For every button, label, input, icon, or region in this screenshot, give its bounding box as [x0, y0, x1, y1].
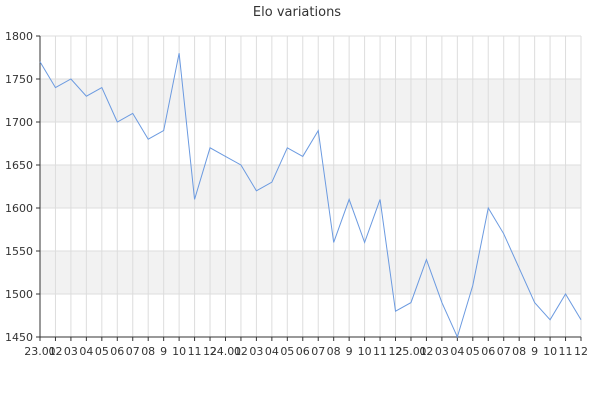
x-tick-label: 06 [481, 345, 495, 358]
y-tick-label: 1800 [5, 30, 33, 43]
x-tick-label: 03 [249, 345, 263, 358]
y-tick-label: 1650 [5, 159, 33, 172]
x-tick-label: 02 [234, 345, 248, 358]
y-tick-label: 1600 [5, 202, 33, 215]
y-tick-label: 1500 [5, 288, 33, 301]
x-tick-label: 04 [450, 345, 464, 358]
x-tick-label: 05 [466, 345, 480, 358]
x-tick-label: 04 [79, 345, 93, 358]
series-line [39, 53, 582, 339]
y-axis-ticks: 1450 1500 1550 1600 1650 1700 1750 1800 [5, 30, 40, 344]
x-tick-label: 9 [346, 345, 353, 358]
x-tick-label: 03 [435, 345, 449, 358]
y-tick-label: 1550 [5, 245, 33, 258]
x-tick-label: 02 [419, 345, 433, 358]
x-tick-label: 9 [531, 345, 538, 358]
grid-band [40, 165, 581, 208]
grid-band [40, 79, 581, 122]
x-tick-label: 05 [280, 345, 294, 358]
x-tick-label: 03 [64, 345, 78, 358]
x-tick-label: 08 [512, 345, 526, 358]
x-tick-label: 04 [265, 345, 279, 358]
x-tick-label: 12 [203, 345, 217, 358]
x-tick-label: 12 [389, 345, 403, 358]
x-tick-label: 10 [543, 345, 557, 358]
gridlines [39, 35, 582, 338]
x-tick-label: 25.01 [395, 345, 427, 358]
x-tick-label: 08 [327, 345, 341, 358]
x-tick-label: 11 [373, 345, 387, 358]
x-tick-label: 24.01 [210, 345, 242, 358]
chart-title: Elo variations [253, 5, 341, 20]
y-tick-label: 1450 [5, 331, 33, 344]
x-tick-label: 12 [574, 345, 588, 358]
x-tick-label: 11 [188, 345, 202, 358]
series-layer [39, 53, 582, 339]
x-tick-label: 9 [160, 345, 167, 358]
x-tick-label: 07 [497, 345, 511, 358]
x-tick-label: 11 [559, 345, 573, 358]
y-tick-label: 1700 [5, 116, 33, 129]
x-tick-label: 23.01 [24, 345, 56, 358]
x-tick-label: 10 [172, 345, 186, 358]
x-tick-label: 10 [358, 345, 372, 358]
x-tick-label: 02 [48, 345, 62, 358]
grid-band [40, 251, 581, 294]
x-tick-label: 08 [141, 345, 155, 358]
axes [39, 36, 581, 338]
x-tick-label: 07 [126, 345, 140, 358]
x-tick-label: 06 [296, 345, 310, 358]
x-tick-label: 06 [110, 345, 124, 358]
background-bands [40, 79, 581, 294]
x-tick-label: 07 [311, 345, 325, 358]
x-tick-label: 05 [95, 345, 109, 358]
y-tick-label: 1750 [5, 73, 33, 86]
